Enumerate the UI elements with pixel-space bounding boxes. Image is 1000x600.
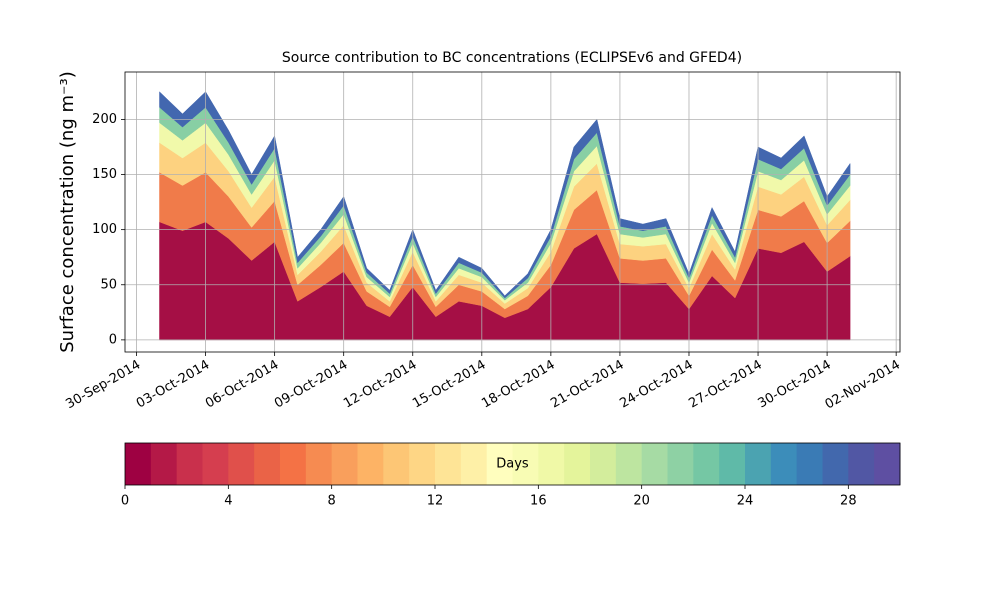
colorbar-swatch [848, 443, 875, 485]
colorbar-swatch [254, 443, 281, 485]
colorbar-swatch [460, 443, 488, 485]
colorbar-swatch [228, 443, 255, 485]
plot-frame [124, 71, 901, 353]
x-tick-label: 12-Oct-2014 [341, 358, 419, 412]
y-tick-label: 150 [92, 167, 117, 182]
colorbar-tick-label: 8 [328, 494, 336, 509]
colorbar-tick-label: 0 [121, 494, 129, 509]
x-tick-label: 03-Oct-2014 [134, 358, 212, 412]
y-tick-label: 50 [100, 277, 117, 292]
colorbar-swatch [150, 443, 178, 485]
x-tick-label: 27-Oct-2014 [686, 358, 764, 412]
colorbar-swatch [745, 443, 772, 485]
colorbar-swatch [383, 443, 410, 485]
colorbar-tick-label: 20 [633, 494, 650, 509]
colorbar-swatch [822, 443, 849, 485]
colorbar-swatch [667, 443, 694, 485]
colorbar-tick-label: 28 [840, 494, 857, 509]
y-axis-label: Surface concentration (ng m⁻³) [57, 71, 78, 353]
colorbar-swatch [538, 443, 565, 485]
x-tick-label: 09-Oct-2014 [272, 358, 350, 412]
colorbar-swatch [770, 443, 798, 485]
x-tick-label: 30-Oct-2014 [755, 358, 833, 412]
colorbar-swatch [693, 443, 720, 485]
x-tick-label: 18-Oct-2014 [479, 358, 557, 412]
colorbar-swatch [409, 443, 436, 485]
x-tick-label: 02-Nov-2014 [823, 358, 903, 413]
colorbar-swatch [435, 443, 462, 485]
colorbar-swatch [719, 443, 746, 485]
colorbar-swatch [590, 443, 617, 485]
colorbar-label: Days [496, 457, 529, 472]
colorbar-swatch [331, 443, 358, 485]
colorbar-swatch [176, 443, 203, 485]
y-tick-label: 100 [92, 222, 117, 237]
colorbar-swatch [202, 443, 229, 485]
colorbar-tick-label: 12 [427, 494, 444, 509]
colorbar-swatch [615, 443, 643, 485]
colorbar-frame [124, 442, 901, 486]
colorbar-tick-label: 24 [737, 494, 754, 509]
y-tick-label: 0 [109, 332, 117, 347]
colorbar-swatch [796, 443, 823, 485]
chart-title: Source contribution to BC concentrations… [282, 50, 742, 66]
colorbar-swatch [357, 443, 384, 485]
x-tick-label: 21-Oct-2014 [548, 358, 626, 412]
colorbar-swatch [564, 443, 591, 485]
colorbar-swatch [125, 443, 152, 485]
x-tick-label: 15-Oct-2014 [410, 358, 488, 412]
x-tick-label: 06-Oct-2014 [203, 358, 281, 412]
colorbar-swatch [512, 443, 539, 485]
colorbar-swatch [641, 443, 668, 485]
colorbar-swatch [486, 443, 513, 485]
colorbar-swatch [874, 443, 901, 485]
colorbar-tick-label: 16 [530, 494, 547, 509]
colorbar-swatch [305, 443, 333, 485]
y-tick-label: 200 [92, 112, 117, 127]
colorbar-swatch [280, 443, 307, 485]
x-tick-label: 24-Oct-2014 [617, 358, 695, 412]
x-tick-label: 30-Sep-2014 [63, 358, 143, 413]
colorbar-tick-label: 4 [224, 494, 232, 509]
